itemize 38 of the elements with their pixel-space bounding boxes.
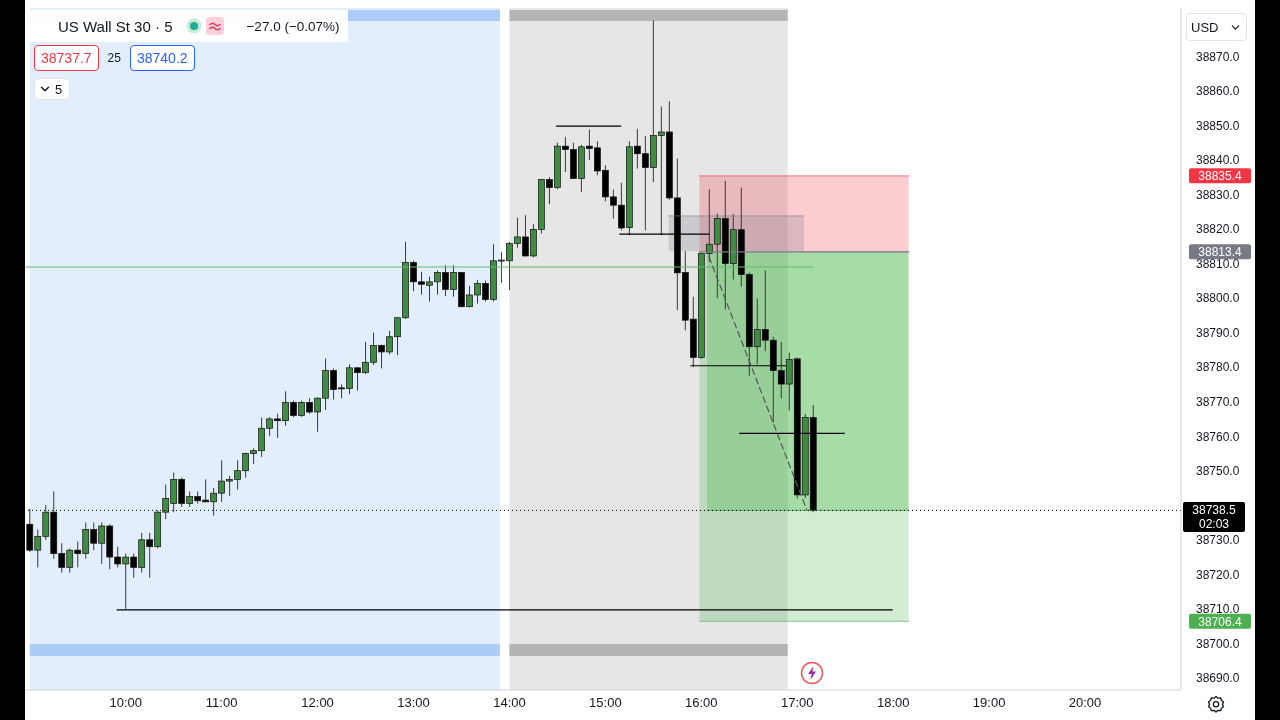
x-tick-label: 16:00 xyxy=(685,695,718,711)
y-tick-label: 38800.0 xyxy=(1196,291,1240,306)
y-tick-label: 38780.0 xyxy=(1196,360,1240,375)
y-tick-label: 38820.0 xyxy=(1196,222,1240,237)
annotation: 38737.7 xyxy=(41,50,92,66)
y-tick-label: 38870.0 xyxy=(1196,49,1240,64)
y-tick-label: 38770.0 xyxy=(1196,394,1240,409)
y-tick-label: 38730.0 xyxy=(1196,533,1240,548)
annotation: 38740.2 xyxy=(136,50,188,66)
y-tick-label: 38706.4 xyxy=(1198,614,1243,629)
y-tick-label: 38720.0 xyxy=(1196,567,1240,582)
x-tick-label: 17:00 xyxy=(780,695,814,711)
x-tick-label: 14:00 xyxy=(493,695,526,711)
y-tick-label: 38710.0 xyxy=(1196,602,1240,617)
y-tick-label: 38830.0 xyxy=(1196,187,1240,202)
text: US Wall St 30 · 5 xyxy=(58,17,173,35)
x-tick-label: 11:00 xyxy=(205,695,238,711)
y-tick-label: 38790.0 xyxy=(1196,325,1240,340)
annotation: −27.0 (−0.07%) xyxy=(246,18,340,34)
y-tick-label: 38850.0 xyxy=(1196,118,1240,133)
y-tick-label: 38690.0 xyxy=(1196,671,1240,686)
ref-line-label: 38738.5 02:03 xyxy=(1192,503,1236,532)
x-tick-label: 18:00 xyxy=(876,695,910,711)
x-tick-label: 15:00 xyxy=(589,695,622,711)
x-tick-label: 12:00 xyxy=(301,695,334,711)
annotation: 5 xyxy=(55,81,63,97)
y-tick-label: 38860.0 xyxy=(1196,84,1240,99)
y-tick-label: 38835.4 xyxy=(1198,169,1243,184)
annotation: 25 xyxy=(107,51,121,65)
y-tick-label: 38750.0 xyxy=(1196,464,1240,479)
x-tick-label: 13:00 xyxy=(397,695,430,711)
y-tick-label: 38840.0 xyxy=(1196,153,1240,168)
text: USD xyxy=(1191,19,1219,35)
x-tick-label: 10:00 xyxy=(109,695,142,711)
y-tick-label: 38760.0 xyxy=(1196,429,1240,444)
y-tick-label: 38700.0 xyxy=(1196,636,1240,651)
x-tick-label: 19:00 xyxy=(972,695,1006,711)
x-tick-label: 20:00 xyxy=(1068,695,1102,711)
